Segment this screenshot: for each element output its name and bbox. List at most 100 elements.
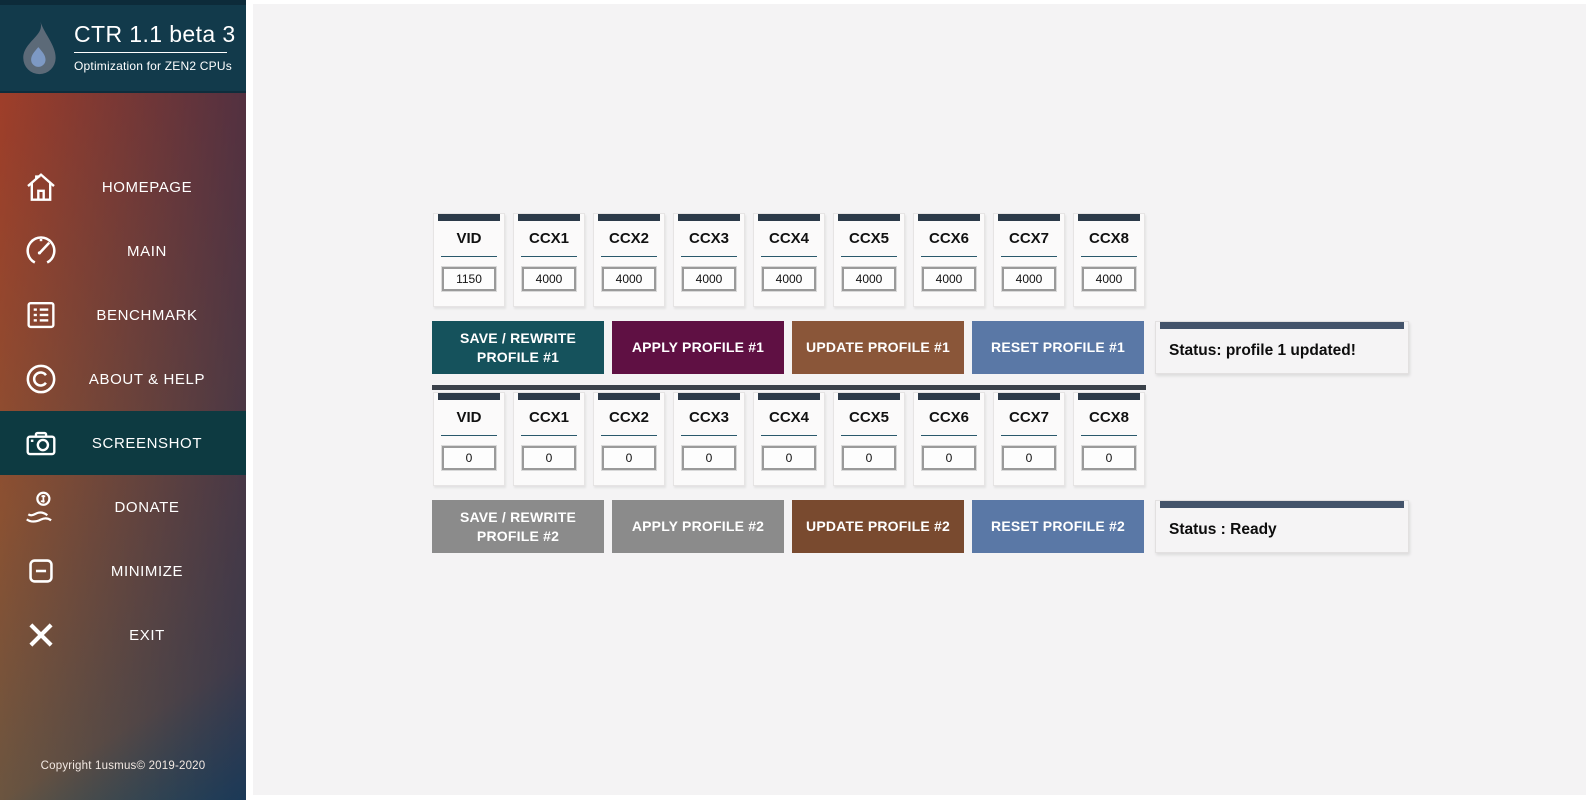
cell-divider [441,256,497,257]
profile2-ccx5-input[interactable] [842,446,896,470]
card-top-bar [998,214,1060,221]
profile1-ccx5-cell: CCX5 [833,213,905,307]
profile2-ccx7-cell: CCX7 [993,392,1065,486]
app-title: CTR 1.1 beta 3 [74,20,236,47]
sidebar-item-label: SCREENSHOT [91,434,203,452]
profile1-ccx7-input[interactable] [1002,267,1056,291]
profile-group-separator [432,385,1146,390]
cell-divider [841,256,897,257]
save-rewrite-profile-1-button[interactable]: SAVE / REWRITE PROFILE #1 [432,321,604,374]
app-brand-header: CTR 1.1 beta 3 Optimization for ZEN2 CPU… [0,0,246,93]
profile1-ccx1-cell: CCX1 [513,213,585,307]
cell-divider [681,256,737,257]
card-top-bar [678,393,740,400]
profile1-ccx2-input[interactable] [602,267,656,291]
apply-profile-1-button[interactable]: APPLY PROFILE #1 [612,321,784,374]
profile2-ccx6-input[interactable] [922,446,976,470]
profile1-ccx4-cell: CCX4 [753,213,825,307]
profile2-ccx3-input[interactable] [682,446,736,470]
profile2-vid-input[interactable] [442,446,496,470]
card-top-bar [918,214,980,221]
card-top-bar [598,393,660,400]
profile1-ccx1-input[interactable] [522,267,576,291]
donate-hand-icon [20,488,62,526]
camera-icon [20,424,62,462]
profile1-ccx6-input[interactable] [922,267,976,291]
cell-label: VID [456,230,482,247]
profile2-ccx1-cell: CCX1 [513,392,585,486]
cell-divider [761,435,817,436]
cell-divider [521,256,577,257]
cell-label: CCX6 [928,409,969,426]
update-profile-2-button[interactable]: UPDATE PROFILE #2 [792,500,964,553]
profile2-ccx7-input[interactable] [1002,446,1056,470]
profile2-ccx5-cell: CCX5 [833,392,905,486]
cell-label: CCX7 [1008,409,1049,426]
cell-divider [921,256,977,257]
profile1-ccx3-input[interactable] [682,267,736,291]
cell-divider [1001,256,1057,257]
cell-divider [1081,256,1137,257]
profile1-status-box: Status: profile 1 updated! [1155,321,1409,374]
reset-profile-2-button[interactable]: RESET PROFILE #2 [972,500,1144,553]
profile2-ccx8-cell: CCX8 [1073,392,1145,486]
status-top-bar [1160,322,1404,329]
profile2-status-box: Status : Ready [1155,500,1409,553]
cell-label: CCX4 [768,230,809,247]
reset-profile-1-button[interactable]: RESET PROFILE #1 [972,321,1144,374]
brand-text-block: CTR 1.1 beta 3 Optimization for ZEN2 CPU… [74,20,236,74]
cell-label: CCX8 [1088,409,1129,426]
profile1-ccx8-input[interactable] [1082,267,1136,291]
sidebar-item-benchmark[interactable]: BENCHMARK [0,283,246,347]
brand-divider [74,52,227,54]
cell-label: CCX7 [1008,230,1049,247]
profile1-vid-input[interactable] [442,267,496,291]
minimize-icon [20,552,62,590]
profile2-ccx1-input[interactable] [522,446,576,470]
home-icon [20,168,62,206]
sidebar-item-main[interactable]: MAIN [0,219,246,283]
profile1-ccx6-cell: CCX6 [913,213,985,307]
gauge-icon [20,232,62,270]
card-top-bar [678,214,740,221]
copyright-text: Copyright 1usmus© 2019-2020 [40,760,206,772]
profile1-ccx5-input[interactable] [842,267,896,291]
card-top-bar [838,214,900,221]
sidebar-item-label: HOMEPAGE [101,178,193,196]
cell-divider [441,435,497,436]
apply-profile-2-button[interactable]: APPLY PROFILE #2 [612,500,784,553]
profile2-ccx4-input[interactable] [762,446,816,470]
card-top-bar [758,393,820,400]
sidebar-item-label: EXIT [129,626,165,644]
save-rewrite-profile-2-button[interactable]: SAVE / REWRITE PROFILE #2 [432,500,604,553]
profile2-ccx2-input[interactable] [602,446,656,470]
cell-divider [761,256,817,257]
sidebar-item-exit[interactable]: EXIT [0,603,246,667]
sidebar: CTR 1.1 beta 3 Optimization for ZEN2 CPU… [0,0,246,800]
card-top-bar [998,393,1060,400]
sidebar-item-label: ABOUT & HELP [88,370,206,388]
update-profile-1-button[interactable]: UPDATE PROFILE #1 [792,321,964,374]
profile2-ccx3-cell: CCX3 [673,392,745,486]
profile2-ccx8-input[interactable] [1082,446,1136,470]
sidebar-item-screenshot[interactable]: SCREENSHOT [0,411,246,475]
profile1-ccx4-input[interactable] [762,267,816,291]
cell-label: CCX4 [768,409,809,426]
cell-divider [921,435,977,436]
cell-label: CCX5 [848,230,889,247]
profile2-ccx4-cell: CCX4 [753,392,825,486]
profile2-ccx6-cell: CCX6 [913,392,985,486]
cell-divider [521,435,577,436]
sidebar-item-about-help[interactable]: ABOUT & HELP [0,347,246,411]
sidebar-item-label: DONATE [114,498,180,516]
cell-divider [601,256,657,257]
profile1-ccx3-cell: CCX3 [673,213,745,307]
profile2-status-text: Status : Ready [1169,521,1277,538]
app-subtitle: Optimization for ZEN2 CPUs [74,59,232,74]
sidebar-item-homepage[interactable]: HOMEPAGE [0,155,246,219]
sidebar-item-minimize[interactable]: MINIMIZE [0,539,246,603]
cell-label: VID [456,409,482,426]
profile2-vid-cell: VID [433,392,505,486]
sidebar-item-donate[interactable]: DONATE [0,475,246,539]
